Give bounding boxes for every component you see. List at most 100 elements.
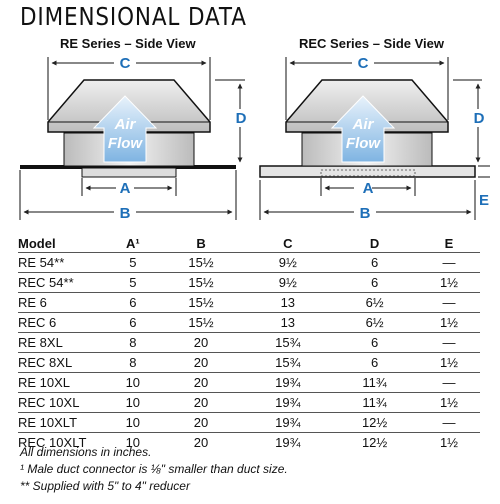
cell-d: 6 — [331, 332, 418, 353]
cell-e: 1½ — [418, 312, 480, 333]
cell-e: 1½ — [418, 392, 480, 413]
cell-d: 6½ — [331, 292, 418, 313]
cell-e: 1½ — [418, 272, 480, 293]
cell-d: 6 — [331, 272, 418, 293]
cell-e: — — [418, 332, 480, 353]
cell-c: 13 — [244, 312, 332, 333]
cell-d: 6½ — [331, 312, 418, 333]
rec-dimension-lines — [259, 57, 490, 220]
cell-model: RE 6 — [18, 292, 108, 313]
table-row: RE 8XL 8 20 15¾ 6— — [18, 332, 480, 353]
footnotes: All dimensions in inches. ¹ Male duct co… — [20, 444, 288, 495]
cell-model: REC 6 — [18, 312, 108, 333]
re-dimension-lines — [19, 57, 245, 220]
cell-d: 11¾ — [331, 392, 418, 413]
cell-model: RE 10XL — [18, 372, 108, 393]
re-dim-a: A — [120, 180, 131, 197]
cell-c: 15¾ — [244, 332, 332, 353]
cell-b: 20 — [157, 432, 245, 452]
cell-b: 20 — [157, 352, 245, 373]
cell-b: 20 — [157, 412, 245, 433]
cell-b: 15½ — [157, 312, 245, 333]
table-row: REC 10XL 10 20 19¾ 11¾ 1½ — [18, 392, 480, 413]
header-d: D — [369, 236, 380, 251]
table-row: RE 54** 5 15½ 9½ 6— — [18, 252, 480, 273]
cell-d: 12½ — [331, 412, 418, 433]
re-dim-b: B — [120, 205, 131, 222]
cell-c: 19¾ — [244, 392, 332, 413]
cell-b: 15½ — [157, 252, 245, 273]
cell-a: 10 — [108, 432, 158, 452]
re-dim-d: D — [236, 110, 247, 127]
footnote-reducer: ** Supplied with 5" to 4" reducer — [20, 479, 190, 493]
cell-b: 15½ — [157, 292, 245, 313]
rec-airflow-arrow: Air Flow — [330, 95, 396, 163]
re-airflow-arrow: Air Flow — [92, 95, 158, 163]
cell-model: RE 10XLT — [18, 412, 108, 433]
header-b: B — [196, 236, 206, 251]
cell-a: 8 — [108, 352, 158, 373]
table-row: REC 8XL 8 20 15¾ 6 1½ — [18, 352, 480, 373]
cell-e: — — [418, 252, 480, 273]
cell-c: 19¾ — [244, 412, 332, 433]
cell-e: — — [418, 372, 480, 393]
re-view-title: RE Series – Side View — [60, 36, 196, 51]
cell-b: 20 — [157, 372, 245, 393]
table-row: REC 10XLT 10 20 19¾ 12½ 1½ — [18, 432, 480, 452]
rec-dim-b: B — [360, 205, 371, 222]
re-airflow-label-2: Flow — [108, 135, 143, 152]
cell-b: 20 — [157, 332, 245, 353]
cell-a: 10 — [108, 372, 158, 393]
rec-airflow-label-1: Air — [352, 116, 375, 133]
cell-model: RE 8XL — [18, 332, 108, 353]
cell-d: 6 — [331, 252, 418, 273]
cell-e: 1½ — [418, 352, 480, 373]
cell-a: 5 — [108, 272, 158, 293]
cell-d: 6 — [331, 352, 418, 373]
cell-b: 20 — [157, 392, 245, 413]
footnote-units: All dimensions in inches. — [20, 445, 152, 459]
cell-a: 10 — [108, 392, 158, 413]
cell-a: 5 — [108, 252, 158, 273]
table-row: REC 6 6 15½ 13 6½ 1½ — [18, 312, 480, 333]
re-airflow-label-1: Air — [114, 116, 137, 133]
rec-dim-d: D — [474, 110, 485, 127]
re-dim-c: C — [120, 55, 131, 72]
rec-airflow-label-2: Flow — [346, 135, 381, 152]
header-a: A¹ — [125, 236, 140, 251]
cell-a: 8 — [108, 332, 158, 353]
cell-c: 15¾ — [244, 352, 332, 373]
cell-model: RE 54** — [18, 252, 108, 273]
dimensions-table: Model A¹ B C D E RE 54** 5 15½ 9½ 6— REC 54*… — [18, 235, 480, 452]
cell-d: 11¾ — [331, 372, 418, 393]
cell-c: 9½ — [244, 272, 332, 293]
cell-c: 9½ — [244, 252, 332, 273]
cell-c: 13 — [244, 292, 332, 313]
table-row: REC 54** 5 15½ 9½ 6 1½ — [18, 272, 480, 293]
cell-d: 12½ — [331, 432, 418, 452]
rec-dim-c: C — [358, 55, 369, 72]
cell-e: — — [418, 292, 480, 313]
table-row: RE 10XLT 10 20 19¾ 12½ — — [18, 412, 480, 433]
cell-a: 6 — [108, 292, 158, 313]
header-e: E — [444, 236, 454, 251]
page-title: DIMENSIONAL DATA — [20, 2, 247, 31]
cell-e: 1½ — [418, 432, 480, 452]
cell-a: 6 — [108, 312, 158, 333]
cell-model: REC 10XL — [18, 392, 108, 413]
header-model: Model — [18, 236, 56, 251]
cell-model: REC 8XL — [18, 352, 108, 373]
side-view-diagrams: Air Flow C D A B Air Flow — [19, 55, 490, 222]
cell-model: REC 10XLT — [18, 432, 108, 452]
cell-e: — — [418, 412, 480, 433]
cell-a: 10 — [108, 412, 158, 433]
rec-dim-a: A — [363, 180, 374, 197]
rec-dim-e: E — [479, 192, 489, 209]
table-row: RE 6 6 15½ 13 6½ — — [18, 292, 480, 313]
cell-model: REC 54** — [18, 272, 108, 293]
table-row: RE 10XL 10 20 19¾ 11¾ — — [18, 372, 480, 393]
table-header-row: Model A¹ B C D E — [18, 235, 480, 253]
footnote-duct-connector: ¹ Male duct connector is ⅛" smaller than… — [20, 462, 288, 476]
cell-c: 19¾ — [244, 432, 332, 452]
cell-c: 19¾ — [244, 372, 332, 393]
